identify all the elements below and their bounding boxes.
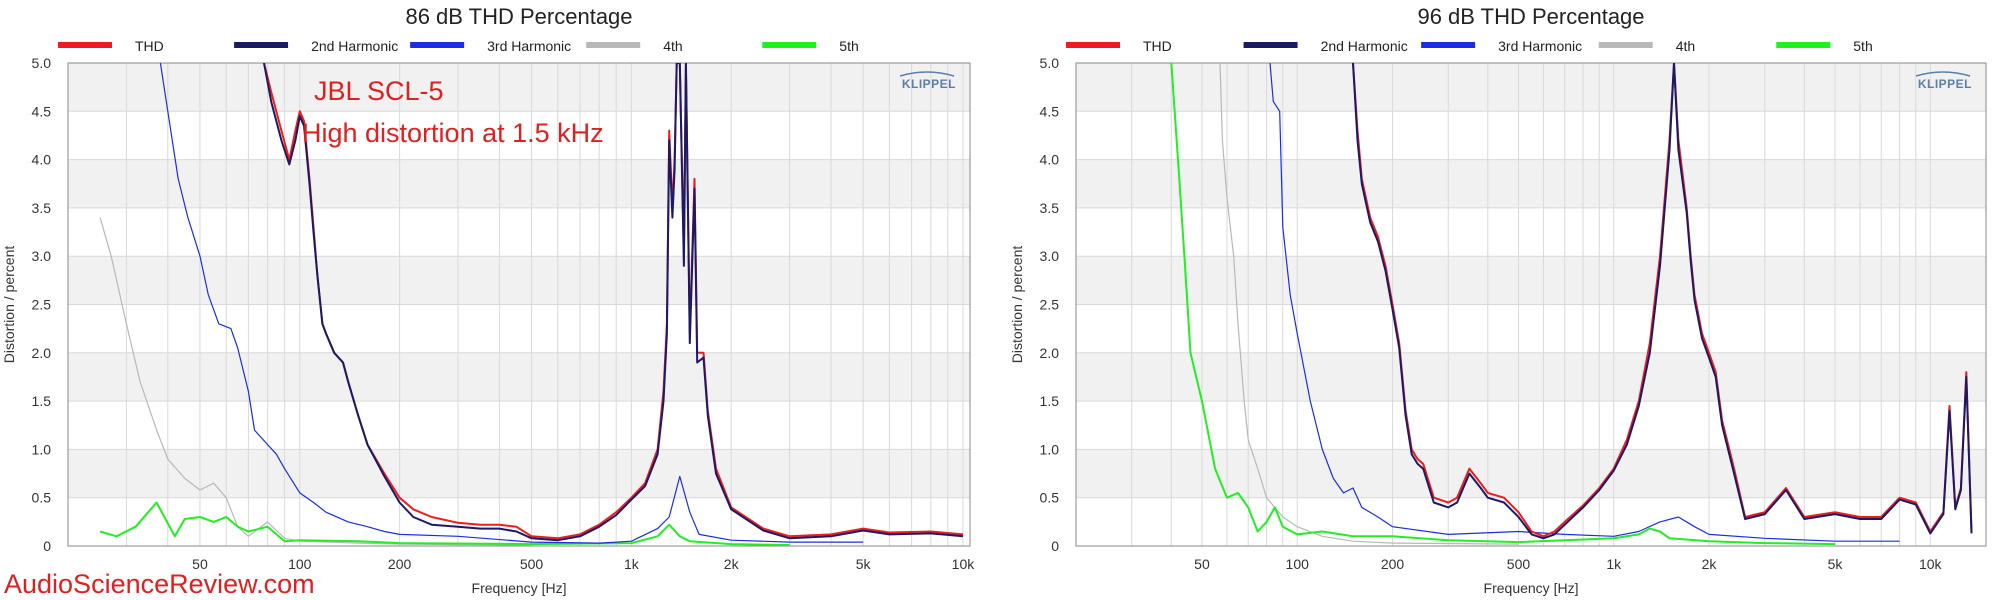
klippel-logo: KLIPPEL xyxy=(1918,77,1972,91)
klippel-logo: KLIPPEL xyxy=(902,77,956,91)
y-axis-label: Distortion / percent xyxy=(1,246,17,364)
y-tick-label: 0.5 xyxy=(1040,490,1060,506)
band xyxy=(1076,256,1986,305)
x-tick-label: 5k xyxy=(1828,556,1844,572)
x-tick-label: 500 xyxy=(520,556,544,572)
x-tick-label: 1k xyxy=(1606,556,1622,572)
y-tick-label: 4.0 xyxy=(32,152,52,168)
logo-arc xyxy=(899,71,955,77)
x-tick-label: 5k xyxy=(856,556,872,572)
chart-title: 96 dB THD Percentage xyxy=(1417,4,1644,29)
band xyxy=(68,449,970,498)
plot-frame xyxy=(67,62,971,547)
y-tick-label: 2.0 xyxy=(32,345,52,361)
x-tick-label: 100 xyxy=(288,556,312,572)
chart-title: 86 dB THD Percentage xyxy=(405,4,632,29)
x-axis-label: Frequency [Hz] xyxy=(472,580,567,596)
x-tick-label: 2k xyxy=(724,556,740,572)
legend-label: 4th xyxy=(663,38,682,54)
y-tick-label: 1.5 xyxy=(32,393,52,409)
chart-96db: 0 0.5 1.0 1.5 2.0 2.5 3.0 3.5 4.0 4.5 5.0 50 100 200 5… xyxy=(1009,4,1987,596)
x-axis-label: Frequency [Hz] xyxy=(1484,580,1579,596)
x-tick-label: 2k xyxy=(1702,556,1718,572)
series-line-3rd-harmonic xyxy=(1269,63,1900,542)
y-tick-label: 1.0 xyxy=(1040,441,1060,457)
band xyxy=(68,159,970,208)
legend-label: 5th xyxy=(839,38,858,54)
series-line-thd xyxy=(1352,63,1973,538)
y-axis-label: Distortion / percent xyxy=(1009,246,1025,364)
series-line-3rd-harmonic xyxy=(159,63,864,544)
y-tick-label: 2.0 xyxy=(1040,345,1060,361)
x-tick-label: 100 xyxy=(1286,556,1310,572)
y-tick-label: 3.5 xyxy=(32,200,52,216)
x-tick-label: 1k xyxy=(624,556,640,572)
series-line-5th xyxy=(1170,63,1836,546)
annotation-note: High distortion at 1.5 kHz xyxy=(302,118,604,148)
logo-arc xyxy=(1915,71,1971,77)
watermark: AudioScienceReview.com xyxy=(4,569,315,599)
band xyxy=(68,352,970,402)
y-tick-label: 2.5 xyxy=(32,297,52,313)
x-tick-label: 10k xyxy=(1919,556,1943,572)
y-tick-label: 3.0 xyxy=(1040,248,1060,264)
legend-label: 3rd Harmonic xyxy=(487,38,571,54)
x-tick-label: 10k xyxy=(952,556,976,572)
y-tick-label: 0.5 xyxy=(32,490,52,506)
legend-label: 4th xyxy=(1676,38,1695,54)
band xyxy=(68,63,970,112)
y-tick-label: 5.0 xyxy=(1040,55,1060,71)
x-tick-label: 200 xyxy=(388,556,412,572)
y-tick-label: 2.5 xyxy=(1040,297,1060,313)
series-line-2nd-harmonic xyxy=(263,63,964,542)
y-tick-label: 0 xyxy=(43,538,51,554)
band xyxy=(1076,449,1986,498)
series-line-2nd-harmonic xyxy=(1352,63,1973,540)
band xyxy=(1076,63,1986,112)
y-tick-label: 1.0 xyxy=(32,441,52,457)
y-tick-label: 4.5 xyxy=(1040,103,1060,119)
y-tick-label: 3.5 xyxy=(1040,200,1060,216)
y-tick-label: 3.0 xyxy=(32,248,52,264)
x-tick-label: 500 xyxy=(1507,556,1531,572)
y-tick-label: 0 xyxy=(1051,538,1059,554)
legend-label: THD xyxy=(135,38,164,54)
y-tick-label: 4.0 xyxy=(1040,152,1060,168)
x-tick-label: 50 xyxy=(1194,556,1210,572)
y-tick-label: 5.0 xyxy=(32,55,52,71)
plot-frame xyxy=(1075,62,1987,547)
legend-label: 2nd Harmonic xyxy=(1321,38,1408,54)
legend-label: 2nd Harmonic xyxy=(311,38,398,54)
chart-86db: 0 0.5 1.0 1.5 2.0 2.5 3.0 3.5 4.0 4.5 5.0 50 100 200 5… xyxy=(1,4,975,596)
band xyxy=(1076,159,1986,208)
band xyxy=(68,256,970,305)
legend-label: 3rd Harmonic xyxy=(1498,38,1582,54)
band xyxy=(1076,352,1986,402)
series-line-4th xyxy=(1219,63,1519,545)
annotation-model: JBL SCL-5 xyxy=(314,76,444,106)
series-line-5th xyxy=(99,501,790,546)
series-line-4th xyxy=(99,217,532,546)
y-tick-label: 1.5 xyxy=(1040,393,1060,409)
legend-label: THD xyxy=(1143,38,1172,54)
x-tick-label: 50 xyxy=(192,556,208,572)
legend-label: 5th xyxy=(1853,38,1872,54)
x-tick-label: 200 xyxy=(1381,556,1405,572)
y-tick-label: 4.5 xyxy=(32,103,52,119)
